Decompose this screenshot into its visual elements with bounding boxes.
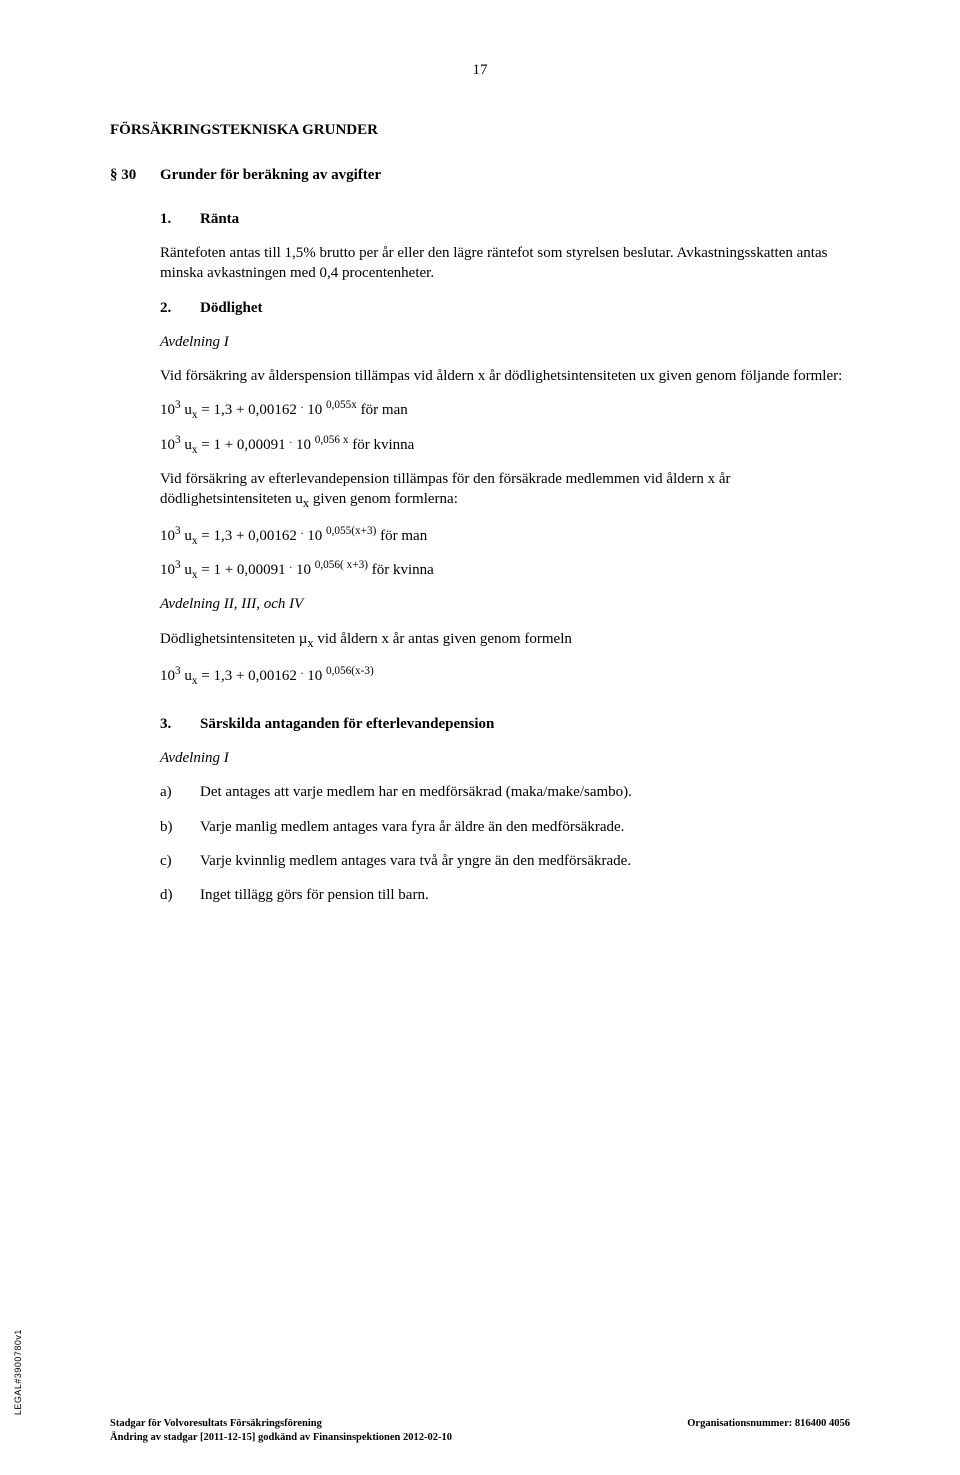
page-number: 17 bbox=[110, 60, 850, 80]
list-item-b: b) Varje manlig medlem antages vara fyra… bbox=[160, 817, 850, 837]
list-text: Inget tillägg görs för pension till barn… bbox=[200, 885, 429, 905]
list-item-c: c) Varje kvinnlig medlem antages vara tv… bbox=[160, 851, 850, 871]
sub-heading: Ränta bbox=[200, 209, 239, 229]
formula-1: 103 ux = 1,3 + 0,00162 . 10 0,055x för m… bbox=[160, 400, 850, 420]
list-text: Varje manlig medlem antages vara fyra år… bbox=[200, 817, 624, 837]
avdelning-label: Avdelning I bbox=[160, 332, 850, 352]
list-letter: c) bbox=[160, 851, 200, 871]
formula-3: 103 ux = 1,3 + 0,00162 . 10 0,055(x+3) f… bbox=[160, 526, 850, 546]
avdelning-label: Avdelning I bbox=[160, 748, 850, 768]
list-item-d: d) Inget tillägg görs för pension till b… bbox=[160, 885, 850, 905]
subsection-1-header: 1. Ränta bbox=[160, 209, 850, 229]
sub-number: 2. bbox=[160, 298, 200, 318]
section-30-header: § 30 Grunder för beräkning av avgifter bbox=[110, 165, 850, 185]
list-letter: d) bbox=[160, 885, 200, 905]
list-letter: a) bbox=[160, 782, 200, 802]
sub-heading: Dödlighet bbox=[200, 298, 263, 318]
side-legal-label: LEGAL#3900780v1 bbox=[12, 1329, 24, 1415]
section-number: § 30 bbox=[110, 165, 160, 185]
section-30-body: 1. Ränta Räntefoten antas till 1,5% brut… bbox=[160, 209, 850, 906]
formula-5: 103 ux = 1,3 + 0,00162 . 10 0,056(x-3) bbox=[160, 666, 850, 686]
sub-number: 1. bbox=[160, 209, 200, 229]
page-footer: Stadgar för Volvoresultats Försäkringsfö… bbox=[110, 1417, 850, 1445]
document-title: FÖRSÄKRINGSTEKNISKA GRUNDER bbox=[110, 120, 850, 140]
section-heading: Grunder för beräkning av avgifter bbox=[160, 165, 381, 185]
paragraph-text: Dödlighetsintensiteten µ bbox=[160, 631, 307, 647]
subsection-3-header: 3. Särskilda antaganden för efterlevande… bbox=[160, 714, 850, 734]
sub-number: 3. bbox=[160, 714, 200, 734]
list-letter: b) bbox=[160, 817, 200, 837]
footer-line2: Ändring av stadgar [2011-12-15] godkänd … bbox=[110, 1431, 850, 1445]
paragraph: Dödlighetsintensiteten µx vid åldern x å… bbox=[160, 629, 850, 652]
paragraph-text: given genom formlerna: bbox=[309, 491, 458, 507]
paragraph-text: vid åldern x år antas given genom formel… bbox=[314, 631, 572, 647]
list-text: Det antages att varje medlem har en medf… bbox=[200, 782, 632, 802]
formula-tail: för kvinna bbox=[368, 562, 434, 578]
sub-heading: Särskilda antaganden för efterlevandepen… bbox=[200, 714, 494, 734]
paragraph: Vid försäkring av ålderspension tillämpa… bbox=[160, 366, 850, 386]
formula-tail: för man bbox=[376, 528, 427, 544]
formula-tail: för man bbox=[357, 402, 408, 418]
list-item-a: a) Det antages att varje medlem har en m… bbox=[160, 782, 850, 802]
formula-4: 103 ux = 1 + 0,00091 . 10 0,056( x+3) fö… bbox=[160, 560, 850, 580]
footer-left: Stadgar för Volvoresultats Försäkringsfö… bbox=[110, 1417, 322, 1431]
formula-tail: för kvinna bbox=[348, 437, 414, 453]
footer-right: Organisationsnummer: 816400 4056 bbox=[687, 1417, 850, 1431]
paragraph: Vid försäkring av efterlevandepension ti… bbox=[160, 469, 850, 512]
list-text: Varje kvinnlig medlem antages vara två å… bbox=[200, 851, 631, 871]
paragraph: Räntefoten antas till 1,5% brutto per år… bbox=[160, 243, 850, 284]
avdelning-label: Avdelning II, III, och IV bbox=[160, 594, 850, 614]
subsection-2-header: 2. Dödlighet bbox=[160, 298, 850, 318]
formula-2: 103 ux = 1 + 0,00091 . 10 0,056 x för kv… bbox=[160, 435, 850, 455]
